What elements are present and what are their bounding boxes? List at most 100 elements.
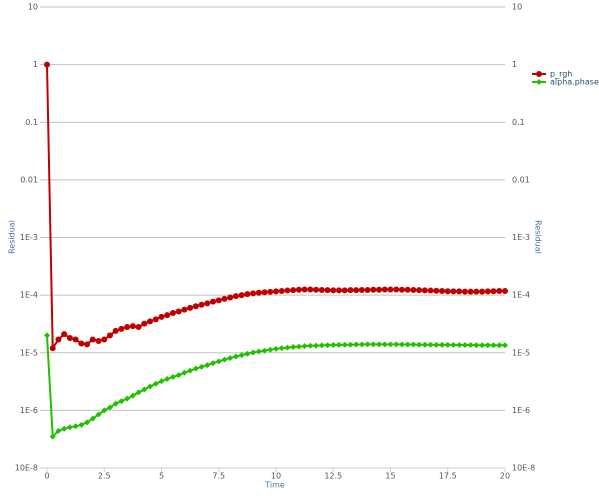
point (381, 286, 388, 293)
point (307, 342, 314, 349)
point (215, 358, 222, 365)
y2-tick-label: 0.01 (512, 175, 530, 184)
point (273, 345, 279, 352)
point (66, 335, 73, 342)
point (387, 341, 394, 348)
point (353, 341, 360, 348)
point (164, 376, 171, 383)
point (364, 341, 371, 348)
point (198, 363, 205, 370)
point (158, 378, 165, 385)
point (89, 415, 96, 422)
point (393, 286, 400, 293)
legend-marker (536, 71, 542, 77)
point (490, 288, 497, 295)
point (84, 419, 91, 426)
point (479, 288, 486, 295)
series-line (46, 64, 505, 352)
point (479, 342, 486, 349)
point (267, 288, 274, 295)
point (473, 342, 480, 349)
point (364, 286, 371, 293)
point (421, 287, 428, 294)
point (307, 286, 314, 293)
point (95, 337, 102, 344)
point (324, 287, 331, 294)
point (467, 342, 474, 349)
point (118, 325, 125, 332)
point (95, 411, 102, 418)
point (250, 349, 257, 356)
point (44, 332, 50, 339)
y2-tick-label: 0.1 (512, 118, 525, 127)
point (341, 287, 348, 294)
point (404, 341, 411, 348)
point (301, 286, 308, 293)
point (358, 286, 365, 293)
point (330, 342, 337, 349)
point (198, 301, 205, 308)
y-tick-label: 0.01 (20, 175, 38, 184)
point (84, 341, 91, 348)
point (49, 433, 56, 440)
point (461, 288, 468, 295)
point (112, 400, 119, 407)
point (221, 356, 228, 363)
x-tick-label: 7.5 (212, 472, 225, 481)
point (358, 341, 365, 348)
point (101, 336, 108, 343)
point (284, 287, 291, 294)
point (439, 287, 446, 294)
point (421, 341, 428, 348)
point (89, 336, 96, 343)
point (49, 345, 56, 352)
x-tick-label: 2.5 (98, 472, 111, 481)
point (473, 288, 480, 295)
x-tick-label: 12.5 (324, 472, 342, 481)
point (72, 423, 79, 430)
point (158, 313, 165, 320)
point (318, 342, 325, 349)
point (238, 292, 245, 299)
y2-tick-label: 10E-8 (512, 464, 535, 473)
point (290, 343, 297, 350)
point (318, 286, 325, 293)
point (169, 373, 176, 380)
point (484, 342, 491, 349)
point (169, 309, 176, 316)
point (250, 290, 257, 297)
point (376, 341, 383, 348)
point (450, 342, 457, 349)
y-axis-title: Residual (8, 220, 17, 254)
point (135, 389, 142, 396)
point (210, 360, 217, 367)
x-tick-label: 10 (271, 472, 281, 481)
point (398, 341, 405, 348)
point (181, 369, 188, 376)
point (433, 287, 440, 294)
point (118, 398, 125, 405)
point (502, 342, 508, 349)
point (215, 297, 222, 304)
point (78, 340, 85, 347)
point (427, 341, 434, 348)
x-axis-title: Time (264, 481, 285, 490)
y2-tick-label: 1E-3 (512, 233, 530, 242)
legend-label: p_rgh (550, 70, 572, 79)
y-tick-label: 10E-8 (15, 464, 38, 473)
y2-tick-label: 1E-6 (512, 406, 530, 415)
point (192, 365, 199, 372)
point (227, 355, 234, 362)
y2-axis-title: Residual (534, 220, 543, 254)
y-tick-label: 1E-5 (20, 348, 38, 357)
point (341, 341, 348, 348)
point (210, 298, 217, 305)
point (353, 287, 360, 294)
point (124, 323, 131, 330)
point (393, 341, 400, 348)
point (335, 287, 342, 294)
point (347, 287, 354, 294)
point (238, 352, 245, 359)
point (261, 347, 268, 354)
